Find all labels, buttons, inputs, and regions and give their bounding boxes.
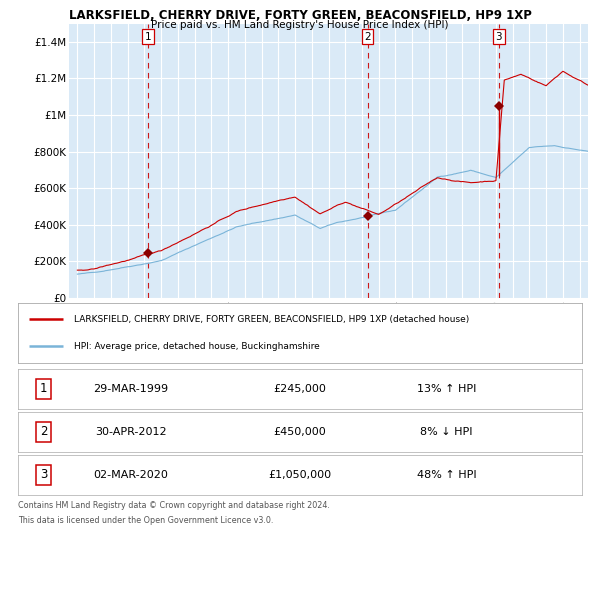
Text: £1,050,000: £1,050,000 bbox=[268, 470, 332, 480]
Text: 3: 3 bbox=[496, 32, 502, 42]
Text: 8% ↓ HPI: 8% ↓ HPI bbox=[421, 427, 473, 437]
Text: Contains HM Land Registry data © Crown copyright and database right 2024.: Contains HM Land Registry data © Crown c… bbox=[18, 501, 330, 510]
Text: 2: 2 bbox=[364, 32, 371, 42]
Text: 30-APR-2012: 30-APR-2012 bbox=[95, 427, 167, 437]
Text: 13% ↑ HPI: 13% ↑ HPI bbox=[417, 384, 476, 394]
Text: 2: 2 bbox=[40, 425, 47, 438]
Text: 48% ↑ HPI: 48% ↑ HPI bbox=[417, 470, 476, 480]
Text: LARKSFIELD, CHERRY DRIVE, FORTY GREEN, BEACONSFIELD, HP9 1XP: LARKSFIELD, CHERRY DRIVE, FORTY GREEN, B… bbox=[68, 9, 532, 22]
Text: 29-MAR-1999: 29-MAR-1999 bbox=[93, 384, 169, 394]
Text: 1: 1 bbox=[40, 382, 47, 395]
Text: £450,000: £450,000 bbox=[274, 427, 326, 437]
Text: 1: 1 bbox=[145, 32, 152, 42]
Text: This data is licensed under the Open Government Licence v3.0.: This data is licensed under the Open Gov… bbox=[18, 516, 274, 525]
Text: 3: 3 bbox=[40, 468, 47, 481]
Text: Price paid vs. HM Land Registry's House Price Index (HPI): Price paid vs. HM Land Registry's House … bbox=[151, 20, 449, 30]
Text: HPI: Average price, detached house, Buckinghamshire: HPI: Average price, detached house, Buck… bbox=[74, 342, 320, 350]
Text: LARKSFIELD, CHERRY DRIVE, FORTY GREEN, BEACONSFIELD, HP9 1XP (detached house): LARKSFIELD, CHERRY DRIVE, FORTY GREEN, B… bbox=[74, 315, 470, 324]
Text: £245,000: £245,000 bbox=[274, 384, 326, 394]
Text: 02-MAR-2020: 02-MAR-2020 bbox=[94, 470, 168, 480]
